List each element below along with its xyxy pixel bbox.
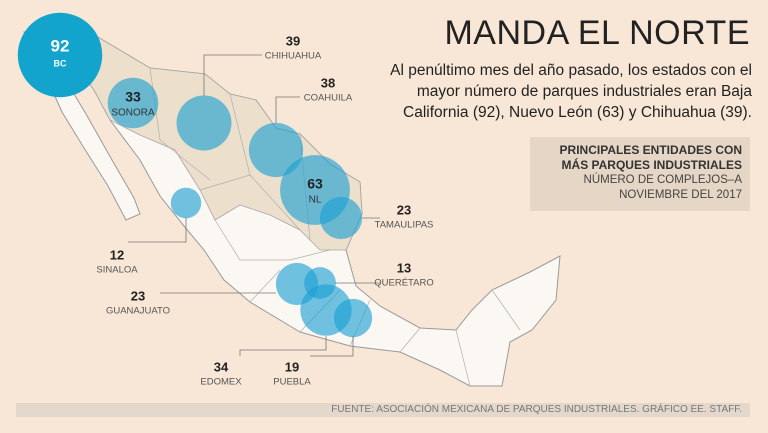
bubble [333,298,373,338]
bubble-label: BC [54,58,67,68]
intro-text: Al penúltimo mes del año pasado, los est… [390,62,752,121]
bubble [176,95,232,151]
bubble [17,12,103,98]
state-label: SINALOA [96,265,138,276]
leader-line [275,96,300,123]
leader-line [203,54,262,96]
leader-line [310,336,354,357]
state-label: GUANAJUATO [106,306,170,317]
legend-subtitle: NÚMERO DE COMPLEJOS–A NOVIEMBRE DEL 2017 [583,174,742,201]
leader-line [128,217,187,243]
state-value: 23 [131,288,145,303]
bubble [248,122,304,178]
state-label: PUEBLA [273,377,311,388]
legend-title: PRINCIPALES ENTIDADES CON MÁS PARQUES IN… [559,143,742,172]
bubble-label: NL [309,195,322,206]
state-label: CHIHUAHUA [265,51,322,62]
bubble-value: 33 [125,89,141,105]
state-label: EDOMEX [200,377,242,388]
bubble-value: 63 [307,176,323,192]
state-value: 23 [397,202,411,217]
state-value: 19 [285,359,299,374]
bubble-value: 92 [51,36,70,55]
state-value: 13 [397,260,411,275]
bubble [107,77,159,129]
bubble-label: SONORA [111,108,155,119]
state-label: TAMAULIPAS [375,220,434,231]
title: MANDA EL NORTE [444,14,750,52]
source: FUENTE: ASOCIACIÓN MEXICANA DE PARQUES I… [16,403,750,417]
state-value: 34 [214,359,229,374]
legend-box: PRINCIPALES ENTIDADES CON MÁS PARQUES IN… [530,137,750,211]
state-label: COAHUILA [304,93,353,104]
bubble [170,187,202,219]
state-value: 39 [286,33,300,48]
leader-line [239,336,327,356]
state-value: 38 [321,75,335,90]
bubble [319,196,363,240]
state-label: QUERÉTARO [374,278,433,289]
state-value: 12 [110,247,124,262]
